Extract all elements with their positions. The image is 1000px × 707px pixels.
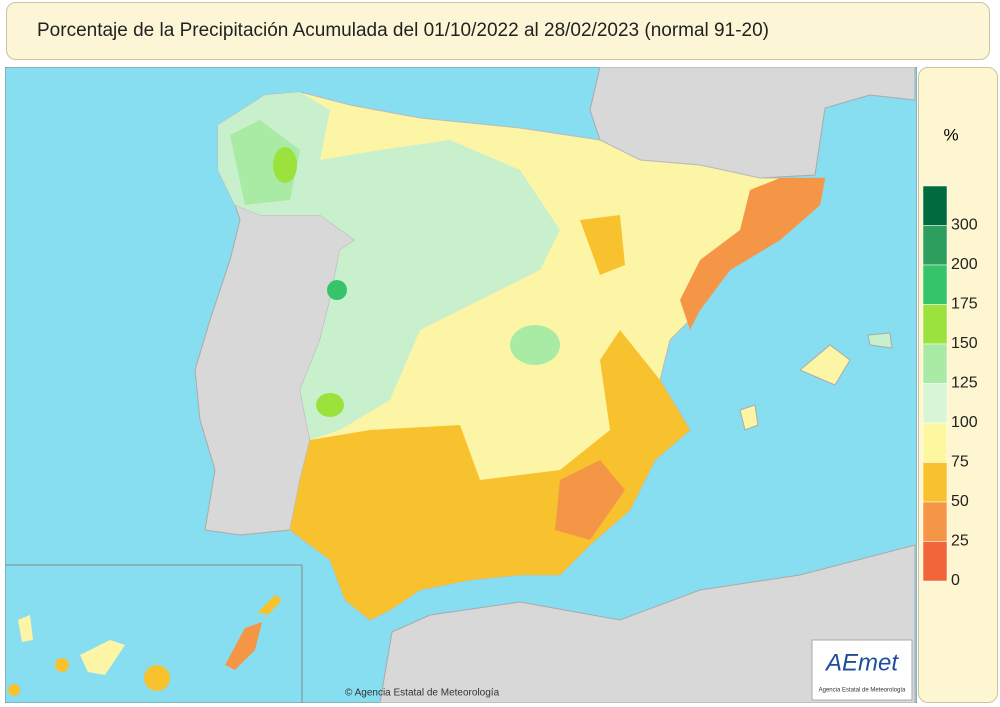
legend-tick-label: 75	[951, 454, 969, 471]
legend: % 300 200 175 150 125 100 75 50 25 0	[918, 67, 998, 703]
legend-swatch	[922, 304, 948, 345]
credit: © Agencia Estatal de Meteorología	[345, 688, 500, 699]
legend-swatch	[922, 383, 948, 424]
logo-subtitle: Agencia Estatal de Meteorología	[819, 688, 906, 694]
legend-tick-label: 25	[951, 533, 969, 550]
legend-unit: %	[943, 125, 958, 144]
legend-tick-label: 0	[951, 572, 960, 589]
legend-swatch	[922, 264, 948, 305]
legend-swatch	[922, 462, 948, 503]
map: © Agencia Estatal de Meteorología AEmet …	[5, 67, 917, 703]
legend-tick-label: 125	[951, 375, 978, 392]
legend-tick-label: 100	[951, 414, 978, 431]
legend-swatch	[922, 225, 948, 266]
legend-swatch	[922, 422, 948, 463]
legend-tick-label: 50	[951, 493, 969, 510]
legend-swatch	[922, 501, 948, 542]
header: Porcentaje de la Precipitación Acumulada…	[6, 2, 990, 60]
legend-tick-label: 300	[951, 217, 978, 234]
legend-tick-label: 150	[951, 335, 978, 352]
legend-swatch	[922, 185, 948, 226]
logo-text: AEmet	[824, 649, 899, 676]
legend-tick-label: 175	[951, 296, 978, 313]
legend-swatch	[922, 541, 948, 582]
legend-swatch	[922, 343, 948, 384]
legend-tick-label: 200	[951, 256, 978, 273]
title: Porcentaje de la Precipitación Acumulada…	[37, 20, 769, 41]
legend-scale: % 300 200 175 150 125 100 75 50 25 0	[922, 125, 978, 589]
